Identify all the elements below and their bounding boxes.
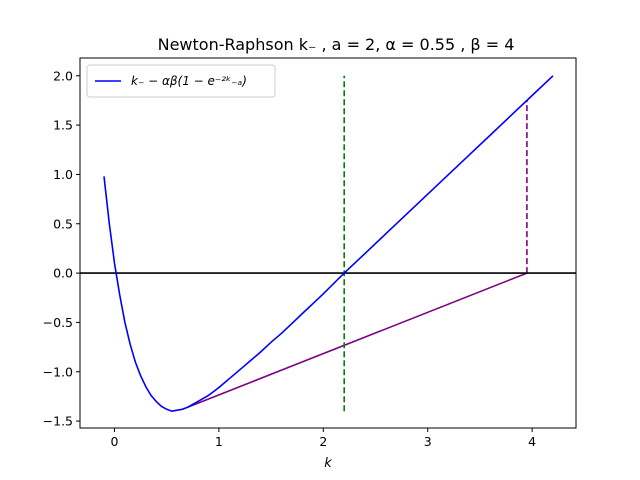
legend-label: k₋ − αβ(1 − e⁻²ᵏ₋ₐ) xyxy=(131,74,247,88)
y-tick-label: 0.0 xyxy=(53,266,73,281)
x-tick-label: 2 xyxy=(319,434,327,449)
y-tick-label: 0.5 xyxy=(53,216,73,231)
x-axis-label: k xyxy=(324,456,332,471)
y-tick-label: 1.0 xyxy=(53,167,73,182)
y-tick-label: −0.5 xyxy=(43,315,73,330)
plot-area xyxy=(80,75,576,413)
y-axis-ticks: −1.5 −1.0 −0.5 0.0 0.5 1.0 1.5 2.0 xyxy=(43,68,80,429)
annotation-line-0 xyxy=(187,272,528,409)
x-tick-label: 1 xyxy=(215,434,223,449)
axes-frame xyxy=(79,57,577,429)
y-tick-label: 1.5 xyxy=(53,118,73,133)
y-tick-label: −1.5 xyxy=(43,414,73,429)
y-tick-label: 2.0 xyxy=(53,68,73,83)
series-line-0 xyxy=(103,75,554,413)
legend: k₋ − αβ(1 − e⁻²ᵏ₋ₐ) xyxy=(86,64,276,98)
legend-box xyxy=(86,64,276,98)
chart-title: Newton-Raphson k₋ , a = 2, α = 0.55 , β … xyxy=(158,35,515,54)
x-tick-label: 4 xyxy=(528,434,536,449)
y-tick-label: −1.0 xyxy=(43,364,73,379)
x-axis-ticks: 0 1 2 3 4 xyxy=(110,428,536,449)
x-tick-label: 0 xyxy=(110,434,118,449)
x-tick-label: 3 xyxy=(424,434,432,449)
